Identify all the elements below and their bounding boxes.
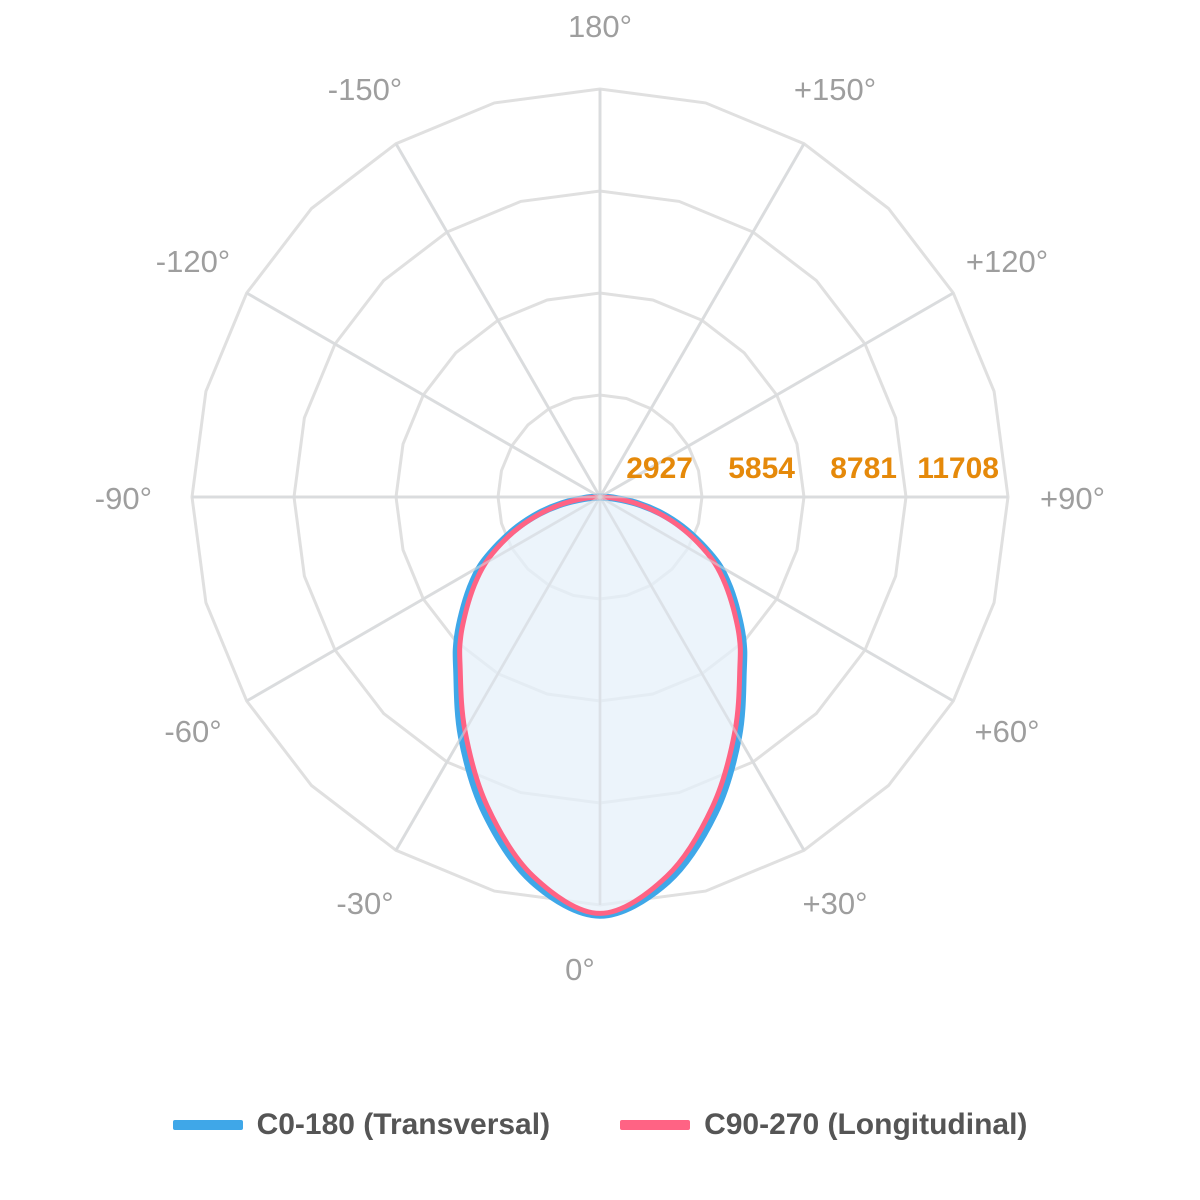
grid-spoke-overlay-300 — [246, 495, 601, 703]
grid-spoke-overlay-150 — [598, 143, 806, 498]
legend-swatch-transversal — [172, 1120, 243, 1130]
series-layer — [192, 89, 1008, 919]
grid-spoke-overlay-330 — [394, 496, 602, 851]
angle-label-180: 180° — [568, 9, 632, 44]
angle-label-60: +60° — [975, 714, 1040, 749]
grid-spoke-overlay-240 — [246, 291, 601, 499]
legend-swatch-longitudinal — [620, 1120, 691, 1130]
radial-tick-label-3: 8781 — [830, 452, 897, 485]
angle-label-m90: -90° — [95, 481, 152, 516]
angle-label-m60: -60° — [164, 714, 221, 749]
grid-spoke-overlay-60 — [599, 495, 954, 703]
series-line-1 — [457, 494, 743, 916]
legend-item-transversal[interactable]: C0-180 (Transversal) — [172, 1108, 551, 1142]
legend-item-longitudinal[interactable]: C90-270 (Longitudinal) — [620, 1108, 1027, 1142]
angle-label-0: 0° — [565, 952, 595, 987]
radial-tick-label-1: 2927 — [626, 452, 693, 485]
legend-label-longitudinal: C90-270 (Longitudinal) — [704, 1108, 1028, 1141]
radial-tick-label-4: 11708 — [917, 452, 999, 485]
angle-label-90: +90° — [1040, 481, 1105, 516]
angle-label-30: +30° — [803, 886, 868, 921]
legend: C0-180 (Transversal) C90-270 (Longitudin… — [0, 1100, 1200, 1150]
angle-label-m30: -30° — [336, 886, 393, 921]
angle-label-m150: -150° — [328, 72, 402, 107]
angle-label-150: +150° — [794, 72, 876, 107]
grid-spoke-overlay-30 — [598, 496, 806, 851]
radial-tick-label-2: 5854 — [728, 452, 795, 485]
label-layer: 0° +30° +60° +90° +120° +150° 180° -150° -120° -9… — [95, 9, 1105, 987]
angle-label-m120: -120° — [156, 244, 230, 279]
grid-spoke-overlay-210 — [394, 143, 602, 498]
angle-label-120: +120° — [966, 244, 1048, 279]
legend-label-transversal: C0-180 (Transversal) — [256, 1108, 551, 1141]
grid-spoke-overlay-120 — [599, 291, 954, 499]
